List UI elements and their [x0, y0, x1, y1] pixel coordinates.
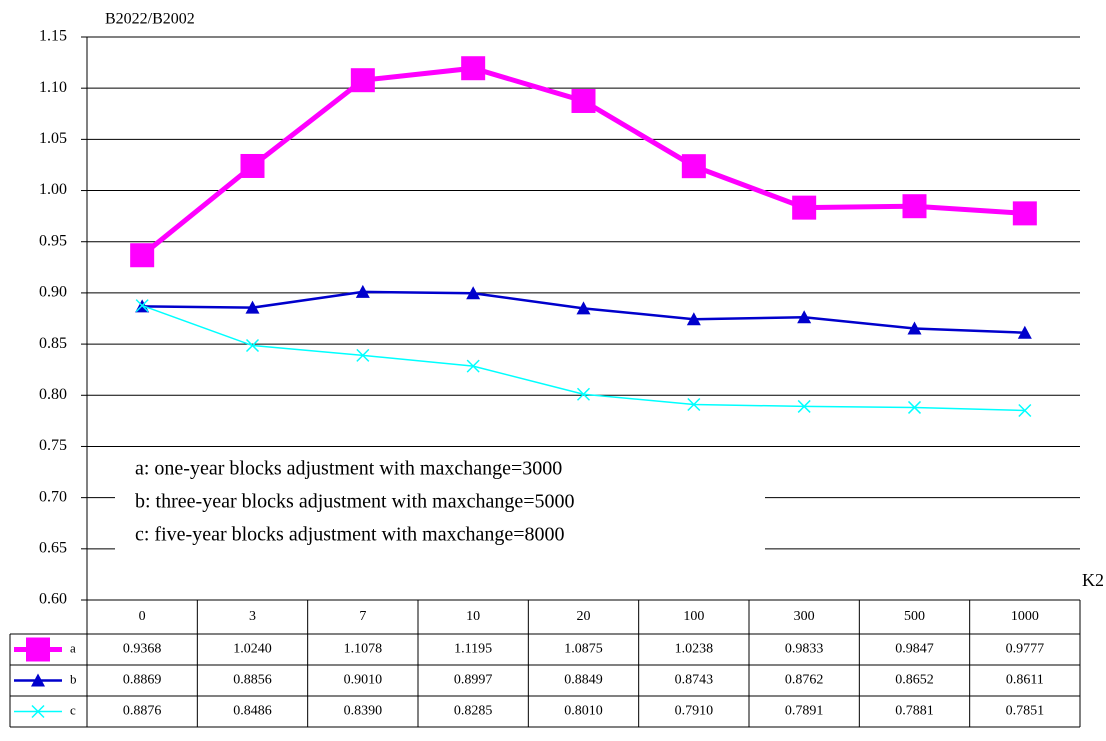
x-tick-label: 7: [359, 609, 366, 624]
table-cell: 1.0875: [564, 642, 603, 657]
annotation: a: one-year blocks adjustment with maxch…: [135, 458, 562, 480]
x-tick-label: 500: [904, 609, 925, 624]
marker: [31, 673, 45, 687]
y-tick-label: 0.95: [39, 232, 67, 249]
marker: [350, 68, 375, 93]
marker: [130, 243, 155, 268]
table-cell: 1.1195: [454, 642, 492, 657]
annotation: b: three-year blocks adjustment with max…: [135, 491, 574, 513]
table-cell: 0.9368: [123, 642, 162, 657]
table-cell: 0.8762: [785, 673, 824, 688]
marker: [686, 312, 701, 326]
table-cell: 0.8611: [1006, 673, 1044, 688]
legend-label: a: [70, 640, 76, 655]
table-cell: 0.8869: [123, 673, 162, 688]
marker: [902, 194, 927, 219]
x-tick-label: 20: [577, 609, 591, 624]
marker: [571, 88, 596, 113]
table-cell: 0.8486: [233, 704, 272, 719]
table-cell: 0.8285: [454, 704, 493, 719]
marker: [797, 399, 811, 413]
y-tick-label: 1.10: [39, 79, 67, 96]
y-tick-label: 0.75: [39, 437, 67, 454]
annotation: c: five-year blocks adjustment with maxc…: [135, 524, 564, 546]
table-cell: 1.0240: [233, 642, 272, 657]
table-cell: 0.7851: [1006, 704, 1045, 719]
y-axis-label: B2022/B2002: [105, 11, 195, 28]
x-axis-label: K2: [1082, 570, 1104, 590]
marker: [245, 338, 260, 353]
table-cell: 0.8856: [233, 673, 272, 688]
table-cell: 1.0238: [675, 642, 714, 657]
marker: [466, 286, 481, 300]
table-cell: 0.8849: [564, 673, 603, 688]
y-tick-label: 1.05: [39, 130, 67, 147]
x-tick-label: 0: [139, 609, 146, 624]
y-tick-label: 0.90: [39, 284, 67, 301]
table-cell: 0.8010: [564, 704, 603, 719]
y-tick-label: 0.85: [39, 335, 67, 352]
marker: [907, 321, 922, 335]
y-tick-label: 0.70: [39, 488, 67, 505]
marker: [245, 300, 260, 314]
marker: [31, 704, 45, 719]
marker: [792, 195, 817, 220]
x-tick-label: 100: [683, 609, 704, 624]
table-cell: 0.7881: [895, 704, 934, 719]
y-tick-label: 1.15: [39, 28, 67, 45]
marker: [1018, 403, 1032, 418]
marker: [461, 56, 486, 81]
table-cell: 0.8743: [675, 673, 714, 688]
table-cell: 0.8390: [344, 704, 383, 719]
y-tick-label: 0.80: [39, 386, 67, 403]
marker: [1017, 325, 1032, 339]
table-cell: 0.9010: [344, 673, 383, 688]
marker: [681, 154, 706, 179]
marker: [26, 637, 50, 662]
table-cell: 0.9777: [1006, 642, 1045, 657]
x-tick-label: 1000: [1011, 609, 1039, 624]
table-cell: 0.8997: [454, 673, 493, 688]
marker: [907, 400, 922, 414]
marker: [1012, 201, 1037, 226]
y-tick-label: 1.00: [39, 181, 67, 198]
marker: [576, 301, 591, 315]
marker: [355, 284, 370, 298]
marker: [466, 359, 480, 373]
marker: [797, 310, 812, 324]
marker: [576, 387, 591, 401]
table-cell: 1.1078: [344, 642, 383, 657]
marker: [240, 153, 265, 178]
table-cell: 0.9833: [785, 642, 824, 657]
legend-box: [115, 448, 765, 550]
table-cell: 0.8876: [123, 704, 162, 719]
table-cell: 0.7891: [785, 704, 824, 719]
y-tick-label: 0.65: [39, 539, 67, 556]
marker: [135, 299, 149, 313]
legend-label: c: [70, 702, 76, 717]
table-cell: 0.8652: [895, 673, 934, 688]
legend-label: b: [70, 671, 77, 686]
x-tick-label: 300: [794, 609, 815, 624]
marker: [687, 397, 701, 412]
x-tick-label: 10: [466, 609, 480, 624]
table-cell: 0.9847: [895, 642, 934, 657]
x-tick-label: 3: [249, 609, 256, 624]
y-tick-label: 0.60: [39, 591, 67, 608]
table-cell: 0.7910: [675, 704, 714, 719]
marker: [356, 348, 370, 362]
